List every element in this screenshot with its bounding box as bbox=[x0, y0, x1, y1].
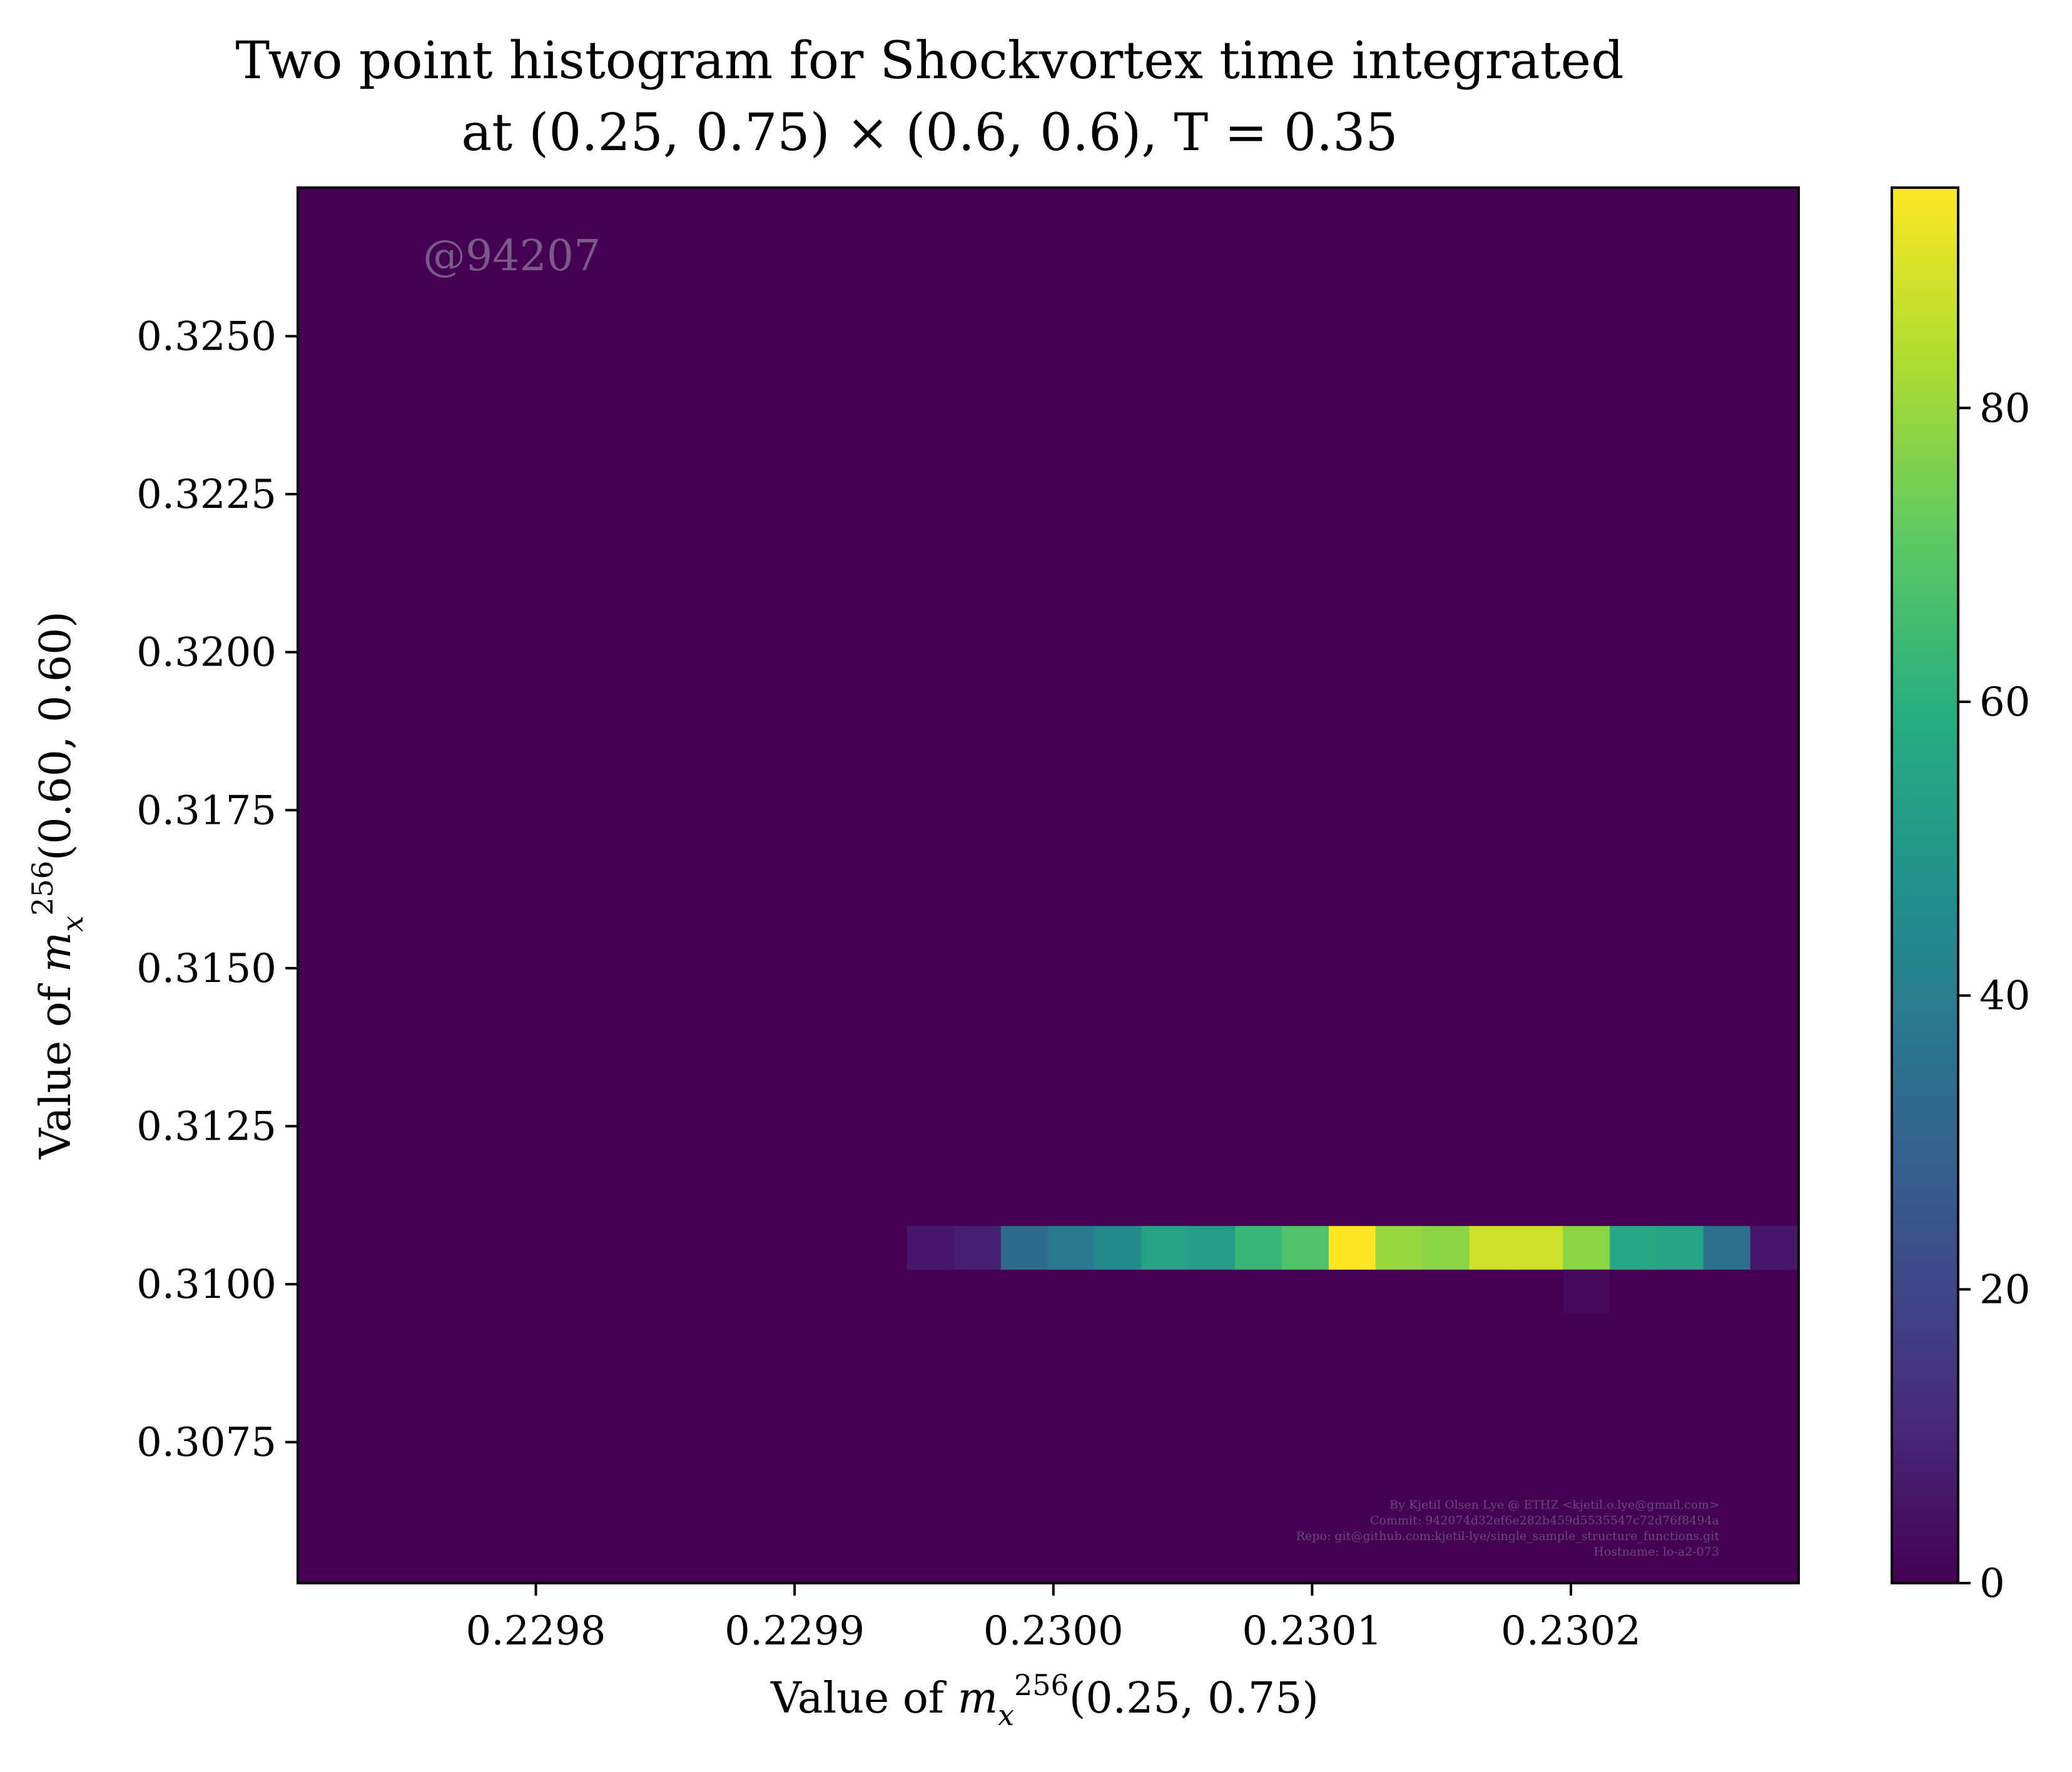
heatmap-cell bbox=[1141, 1226, 1189, 1270]
credit-line-author: By Kjetil Olsen Lye @ ETHZ <kjetil.o.lye… bbox=[1389, 1498, 1719, 1512]
heatmap-cell bbox=[1422, 1226, 1470, 1270]
heatmap-cell bbox=[1047, 1226, 1095, 1270]
heatmap-cell bbox=[907, 1226, 955, 1270]
x-tick-label: 0.2302 bbox=[1501, 1608, 1641, 1654]
colorbar-tick-label: 40 bbox=[1979, 973, 2030, 1020]
heatmap-cell bbox=[1656, 1226, 1704, 1270]
colorbar-tick-label: 0 bbox=[1979, 1561, 2005, 1607]
heatmap-cell bbox=[1750, 1226, 1798, 1270]
colorbar-gradient bbox=[1892, 188, 1958, 1583]
colorbar-tick-label: 60 bbox=[1979, 679, 2030, 726]
heatmap-cell bbox=[1516, 1226, 1563, 1270]
y-tick-label: 0.3125 bbox=[136, 1103, 277, 1150]
x-axis-ticks: 0.2298 0.2299 0.2300 0.2301 0.2302 bbox=[466, 1583, 1641, 1654]
y-tick-label: 0.3200 bbox=[136, 630, 277, 676]
x-tick-label: 0.2300 bbox=[983, 1608, 1124, 1654]
heatmap-cell bbox=[1328, 1226, 1376, 1270]
heatmap-cell bbox=[953, 1226, 1002, 1270]
heatmap-cell bbox=[1281, 1226, 1329, 1270]
y-axis-ticks: 0.3075 0.3100 0.3125 0.3150 0.3175 0.3200 0.32… bbox=[136, 313, 298, 1466]
heatmap-cell bbox=[1563, 1226, 1610, 1270]
credit-line-repo: Repo: git@github.com:kjetil-lye/single_s… bbox=[1296, 1529, 1720, 1543]
chart-title-line-1: Two point histogram for Shockvortex time… bbox=[235, 31, 1623, 91]
heatmap-background bbox=[298, 188, 1799, 1583]
credit-line-hostname: Hostname: lo-a2-073 bbox=[1593, 1545, 1719, 1559]
y-tick-label: 0.3150 bbox=[136, 946, 277, 992]
y-tick-label: 0.3225 bbox=[136, 472, 277, 518]
heatmap-cell bbox=[1610, 1226, 1657, 1270]
x-tick-label: 0.2299 bbox=[724, 1608, 865, 1654]
heatmap-cells bbox=[907, 1226, 1798, 1314]
plot-frame bbox=[297, 186, 1800, 1584]
heatmap-cell bbox=[1469, 1226, 1516, 1270]
y-axis-label: Value of mx256(0.60, 0.60) bbox=[26, 611, 89, 1160]
colorbar-tick-label: 20 bbox=[1979, 1267, 2030, 1313]
colorbar-frame bbox=[1891, 186, 1959, 1584]
x-tick-label: 0.2301 bbox=[1242, 1608, 1382, 1654]
credit-line-commit: Commit: 942074d32ef6e282b459d5535547c72d… bbox=[1370, 1514, 1719, 1527]
chart-title-line-2: at (0.25, 0.75) × (0.6, 0.6), T = 0.35 bbox=[461, 103, 1398, 163]
y-tick-label: 0.3175 bbox=[136, 787, 277, 834]
heatmap-cell bbox=[1375, 1226, 1423, 1270]
heatmap-cell bbox=[1563, 1269, 1610, 1314]
y-tick-label: 0.3100 bbox=[136, 1262, 277, 1308]
heatmap-cell bbox=[1094, 1226, 1142, 1270]
x-tick-label: 0.2298 bbox=[466, 1608, 606, 1654]
heatmap-cell bbox=[1000, 1226, 1049, 1270]
heatmap-cell bbox=[1703, 1226, 1751, 1270]
y-tick-label: 0.3075 bbox=[136, 1420, 277, 1466]
heatmap-cell bbox=[1235, 1226, 1282, 1270]
colorbar-tick-label: 80 bbox=[1979, 385, 2030, 432]
watermark-text: @94207 bbox=[423, 231, 601, 281]
colorbar-ticks: 0 20 40 60 80 bbox=[1958, 385, 2030, 1607]
x-axis-label: Value of mx256(0.25, 0.75) bbox=[770, 1668, 1319, 1732]
heatmap-cell bbox=[1188, 1226, 1236, 1270]
y-tick-label: 0.3250 bbox=[136, 313, 277, 360]
